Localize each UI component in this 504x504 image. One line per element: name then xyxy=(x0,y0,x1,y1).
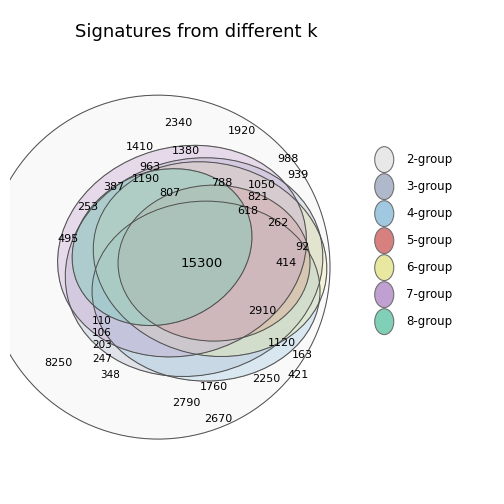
Text: 262: 262 xyxy=(268,218,289,228)
Text: Signatures from different k: Signatures from different k xyxy=(75,23,318,41)
Text: 1380: 1380 xyxy=(172,146,200,156)
Text: 618: 618 xyxy=(237,206,259,216)
Text: 6-group: 6-group xyxy=(406,261,452,274)
Circle shape xyxy=(374,228,394,254)
Text: 106: 106 xyxy=(92,328,112,338)
Text: 5-group: 5-group xyxy=(406,234,452,247)
Text: 1190: 1190 xyxy=(132,174,160,184)
Ellipse shape xyxy=(65,158,323,376)
Text: 495: 495 xyxy=(57,234,79,244)
Circle shape xyxy=(374,201,394,227)
Text: 7-group: 7-group xyxy=(406,288,452,301)
Text: 1050: 1050 xyxy=(248,180,276,190)
Text: 348: 348 xyxy=(100,370,120,380)
Text: 2790: 2790 xyxy=(172,398,200,408)
Circle shape xyxy=(374,147,394,172)
Text: 939: 939 xyxy=(287,170,308,180)
Text: 1120: 1120 xyxy=(268,338,296,348)
Circle shape xyxy=(374,174,394,200)
Ellipse shape xyxy=(0,95,330,439)
Text: 821: 821 xyxy=(247,192,269,202)
Text: 203: 203 xyxy=(92,340,112,350)
Text: 8-group: 8-group xyxy=(406,315,452,328)
Text: 387: 387 xyxy=(103,182,124,192)
Text: 15300: 15300 xyxy=(181,257,223,270)
Text: 163: 163 xyxy=(291,350,312,360)
Text: 2670: 2670 xyxy=(204,414,232,424)
Circle shape xyxy=(374,309,394,335)
Text: 414: 414 xyxy=(275,258,297,268)
Text: 4-group: 4-group xyxy=(406,207,452,220)
Text: 1760: 1760 xyxy=(200,382,228,392)
Text: 2340: 2340 xyxy=(164,118,192,128)
Circle shape xyxy=(374,282,394,307)
Text: 807: 807 xyxy=(159,188,180,198)
Text: 110: 110 xyxy=(92,316,112,326)
Ellipse shape xyxy=(57,145,306,357)
Ellipse shape xyxy=(118,185,310,341)
Ellipse shape xyxy=(72,169,252,326)
Text: 2250: 2250 xyxy=(252,374,280,384)
Text: 788: 788 xyxy=(211,178,233,188)
Circle shape xyxy=(374,255,394,281)
Ellipse shape xyxy=(92,201,320,381)
Text: 253: 253 xyxy=(78,202,99,212)
Text: 1410: 1410 xyxy=(126,142,154,152)
Text: 2910: 2910 xyxy=(248,306,276,316)
Text: 1920: 1920 xyxy=(228,126,256,136)
Text: 2-group: 2-group xyxy=(406,153,452,166)
Ellipse shape xyxy=(93,162,327,356)
Text: 247: 247 xyxy=(92,354,112,364)
Text: 3-group: 3-group xyxy=(406,180,452,193)
Text: 92: 92 xyxy=(295,242,309,252)
Text: 8250: 8250 xyxy=(44,358,72,368)
Text: 988: 988 xyxy=(277,154,299,164)
Text: 963: 963 xyxy=(140,162,161,172)
Text: 421: 421 xyxy=(287,370,308,380)
